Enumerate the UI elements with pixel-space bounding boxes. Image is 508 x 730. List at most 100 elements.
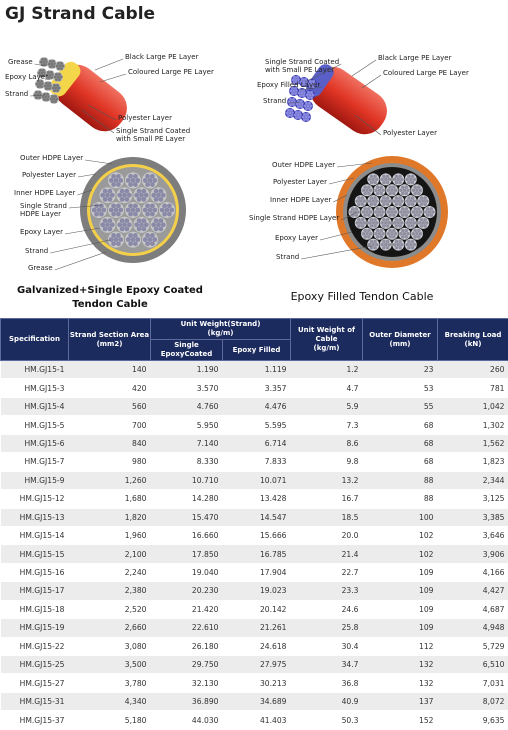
wire <box>351 207 355 211</box>
wire <box>380 185 384 189</box>
wire <box>142 218 147 223</box>
diagram-label: Single Strand Coated <box>116 127 190 135</box>
table-cell: 2,520 <box>69 600 151 618</box>
wire <box>380 192 384 196</box>
wire <box>405 221 409 225</box>
diagram-label: Polyester Layer <box>118 114 172 122</box>
wire <box>299 103 302 106</box>
table-cell: 25.8 <box>291 619 363 637</box>
wire <box>148 178 153 183</box>
wire <box>148 237 153 242</box>
wire <box>299 89 302 92</box>
caption: Galvanized+Single Epoxy Coated <box>17 285 203 296</box>
wire <box>156 222 161 227</box>
table-cell: HM.GJ15-14 <box>1 526 69 544</box>
wire <box>413 235 417 239</box>
wire <box>380 178 384 182</box>
leader-line <box>100 74 126 82</box>
wire <box>120 189 125 194</box>
wire <box>426 207 430 211</box>
wire <box>357 224 361 228</box>
wire <box>111 212 116 217</box>
wire <box>44 85 47 88</box>
header-cell: Epoxy Filled <box>223 340 291 361</box>
wire <box>305 102 308 105</box>
wire <box>57 62 60 65</box>
table-cell: HM.GJ15-12 <box>1 490 69 508</box>
wire <box>406 210 410 214</box>
wire <box>150 174 155 179</box>
wire <box>411 246 415 250</box>
wire <box>349 210 353 214</box>
table-cell: 55 <box>363 397 438 415</box>
wire <box>125 189 130 194</box>
wire <box>396 243 400 247</box>
table-cell: 109 <box>363 582 438 600</box>
table-cell: 9.8 <box>291 453 363 471</box>
wire <box>159 189 164 194</box>
wire <box>426 213 430 217</box>
wire <box>145 174 150 179</box>
diagram-label: Single Strand <box>20 202 67 210</box>
table-cell: HM.GJ15-6 <box>1 434 69 452</box>
table-cell: 420 <box>69 379 151 397</box>
table-cell: 5.9 <box>291 397 363 415</box>
diagram-label: HDPE Layer <box>20 210 61 218</box>
wire <box>392 207 396 211</box>
wire <box>376 207 380 211</box>
wire <box>380 235 384 239</box>
wire <box>144 222 149 227</box>
wire <box>145 241 150 246</box>
wire <box>293 76 296 79</box>
table-cell: 1,960 <box>69 526 151 544</box>
wire <box>381 188 385 192</box>
wire <box>363 213 367 217</box>
wire <box>128 241 133 246</box>
wire <box>50 76 53 79</box>
wire <box>300 100 303 103</box>
table-cell: 14.547 <box>223 508 291 526</box>
wire <box>403 210 407 214</box>
wire <box>359 199 363 203</box>
wire <box>406 188 410 192</box>
wire <box>421 221 425 225</box>
table-cell: 2,100 <box>69 545 151 563</box>
table-cell: 9,635 <box>438 711 508 729</box>
table-cell: 34.7 <box>291 656 363 674</box>
table-cell: 68 <box>363 434 438 452</box>
leader-line <box>85 160 112 164</box>
wire <box>305 107 308 110</box>
table-cell: 7,031 <box>438 674 508 692</box>
wire <box>116 203 121 208</box>
wire <box>405 207 409 211</box>
wire <box>374 232 378 236</box>
wire <box>411 240 415 244</box>
wire <box>357 202 361 206</box>
wire <box>413 243 417 247</box>
wire <box>308 102 311 105</box>
table-cell: 30.4 <box>291 637 363 655</box>
wire <box>145 203 150 208</box>
wire <box>310 105 313 108</box>
wire <box>409 178 413 182</box>
table-cell: 109 <box>363 563 438 581</box>
wire <box>287 109 290 112</box>
table-cell: 21.261 <box>223 619 291 637</box>
wire <box>42 69 45 72</box>
wire <box>400 243 404 247</box>
table-cell: HM.GJ15-37 <box>1 711 69 729</box>
wire <box>371 243 375 247</box>
wire <box>42 96 45 99</box>
wire <box>53 98 56 101</box>
wire <box>393 221 397 225</box>
table-cell: 4,948 <box>438 619 508 637</box>
wire <box>369 210 373 214</box>
wire <box>420 196 424 200</box>
table-cell: 840 <box>69 434 151 452</box>
table-cell: 3,500 <box>69 656 151 674</box>
wire <box>413 185 417 189</box>
wire <box>162 212 167 217</box>
